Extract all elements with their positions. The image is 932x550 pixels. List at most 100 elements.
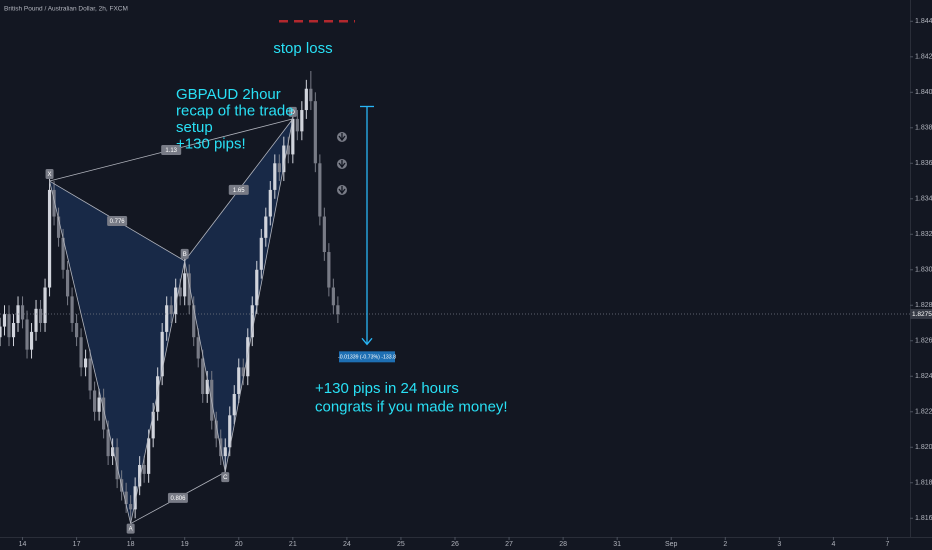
annotation: +130 pips!	[176, 135, 246, 152]
candle-body	[61, 237, 65, 270]
y-tick-label: 1.83000	[915, 267, 932, 274]
chart-title: British Pound / Australian Dollar, 2h, F…	[4, 6, 128, 13]
candle-body	[228, 415, 232, 448]
candle-body	[268, 189, 272, 217]
candle-body	[178, 287, 182, 297]
candle-body	[102, 397, 106, 430]
candle-body	[165, 305, 169, 332]
x-tick-label: 4	[831, 541, 835, 548]
candle-body	[250, 305, 254, 338]
candle-body	[93, 390, 97, 412]
candle-body	[25, 319, 29, 350]
annotation: congrats if you made money!	[315, 398, 508, 415]
ratio-label-box	[107, 215, 128, 226]
candle-body	[241, 367, 245, 377]
candle-body	[0, 326, 2, 338]
candle-body	[277, 163, 281, 173]
candle-body	[295, 118, 299, 132]
candle-body	[133, 486, 137, 510]
annotation: recap of the trade	[176, 102, 294, 119]
candle-body	[111, 447, 115, 457]
x-tick-label: 2	[723, 541, 727, 548]
annotation: GBPAUD 2hour	[176, 86, 281, 103]
point-label-box	[45, 169, 54, 180]
point-label: C	[223, 475, 228, 481]
candle-body	[336, 305, 340, 315]
candle-body	[232, 394, 236, 416]
ratio-label: 1.13	[165, 148, 177, 154]
ratio-label-box	[228, 184, 249, 195]
candle-body	[174, 287, 178, 315]
y-tick-label: 1.81600	[915, 515, 932, 522]
x-tick-label: 17	[73, 541, 81, 548]
ratio-label-box	[161, 144, 182, 155]
candle-body	[83, 358, 88, 368]
candle-body	[187, 273, 191, 306]
candle-body	[20, 305, 25, 320]
candle-body	[304, 88, 308, 111]
y-tick-label: 1.84400	[915, 18, 932, 25]
x-tick-label: 31	[613, 541, 621, 548]
candle-body	[106, 429, 110, 457]
y-tick-label: 1.84200	[915, 54, 932, 61]
x-tick-label: 26	[451, 541, 459, 548]
point-label-box	[180, 248, 189, 259]
candle-body	[327, 252, 331, 288]
candle-body	[29, 331, 34, 350]
point-label: B	[183, 252, 187, 258]
candle-body	[183, 273, 187, 297]
y-tick-label: 1.82800	[915, 302, 932, 309]
arrow-icons	[337, 132, 347, 195]
candle-body	[7, 314, 11, 338]
x-tick-label: 19	[181, 541, 189, 548]
ratio-label-box	[167, 492, 188, 503]
candle-body	[38, 308, 43, 324]
last-price-label: 1.82751	[912, 311, 932, 318]
y-tick-label: 1.81800	[915, 480, 932, 487]
point-label-box	[221, 472, 230, 483]
pattern-fill	[49, 181, 185, 524]
candle-body	[214, 420, 218, 439]
last-price-box	[910, 308, 932, 319]
point-label: A	[129, 527, 133, 533]
stop-loss-label: stop loss	[273, 40, 332, 57]
point-label: X	[48, 172, 52, 178]
y-tick-label: 1.83200	[915, 231, 932, 238]
candle-body	[147, 438, 151, 474]
ratio-label: 0.806	[170, 496, 186, 502]
point-label: D	[291, 110, 296, 116]
x-tick-label: 21	[289, 541, 297, 548]
point-label-box	[288, 106, 297, 117]
candle-body	[286, 145, 290, 155]
measure-label-box	[339, 351, 395, 363]
x-tick-label: 28	[559, 541, 567, 548]
candle-body	[2, 314, 7, 327]
candle-body	[56, 216, 61, 238]
candle-body	[318, 163, 322, 217]
candle-body	[115, 447, 119, 480]
ratio-label: 1.65	[233, 188, 245, 194]
candle-body	[255, 269, 259, 306]
x-tick-label: 3	[777, 541, 781, 548]
candle-body	[65, 269, 70, 297]
candle-body	[138, 465, 142, 487]
measure-arrow	[361, 337, 373, 346]
x-tick-label: 24	[343, 541, 351, 548]
y-tick-label: 1.82200	[915, 409, 932, 416]
pattern-line	[184, 260, 226, 473]
candle-body	[79, 337, 83, 368]
candle-body	[192, 305, 196, 338]
candle-body	[34, 308, 38, 332]
x-tick-label: 18	[127, 541, 135, 548]
candle-body	[223, 447, 227, 457]
candle-body	[47, 189, 52, 288]
x-tick-label: 27	[505, 541, 513, 548]
x-tick-label: 14	[19, 541, 27, 548]
candle-body	[273, 163, 277, 190]
candle-body	[11, 323, 16, 338]
annotation: setup	[176, 119, 213, 136]
candle-body	[169, 305, 173, 315]
x-tick-label: 7	[886, 541, 890, 548]
